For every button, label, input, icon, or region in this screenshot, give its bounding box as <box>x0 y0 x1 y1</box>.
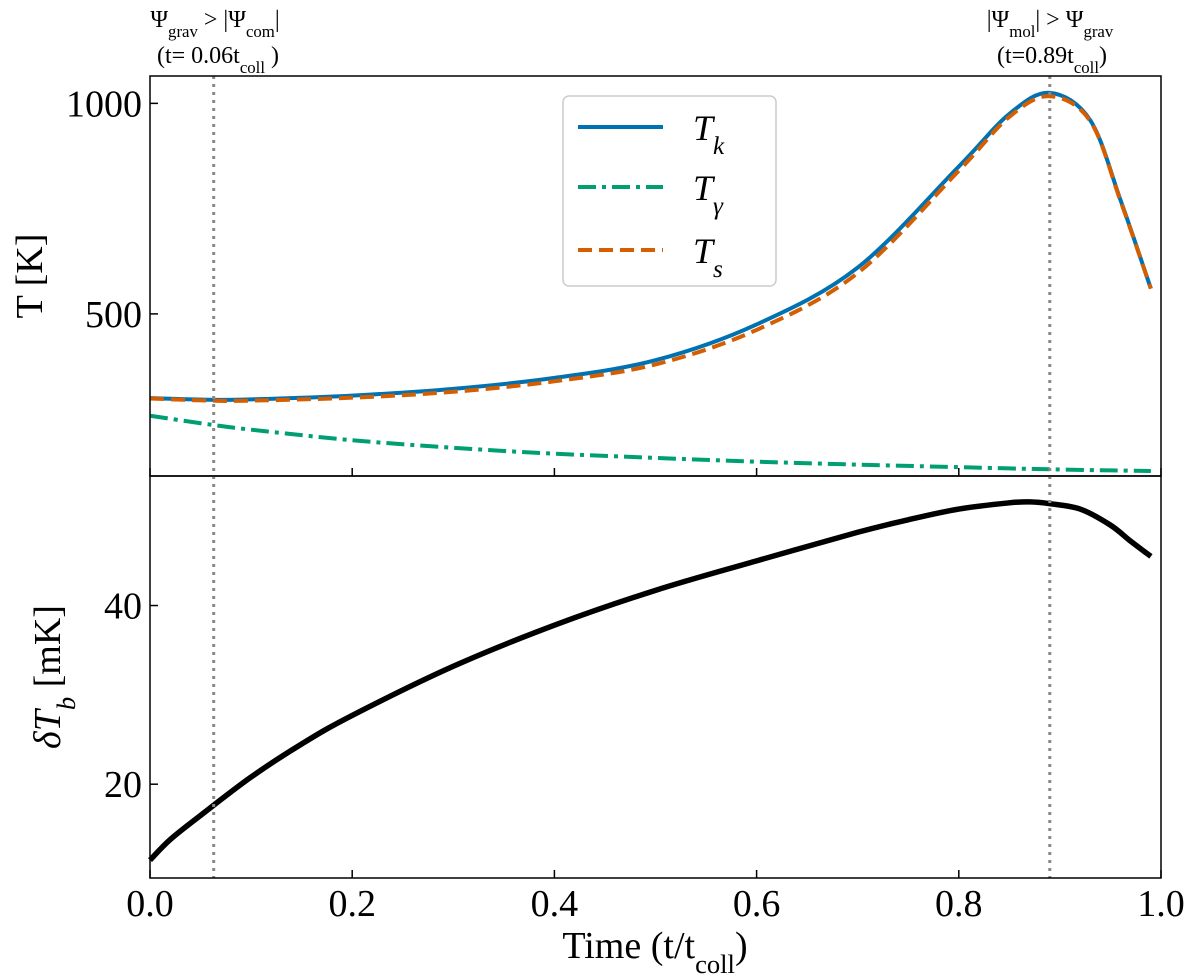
top-series-line-t-k <box>149 90 1153 402</box>
x-tick-label: 0.8 <box>935 883 983 925</box>
vline-2-condition-label: |Ψmol| > Ψgrav <box>987 7 1114 41</box>
vline-annotation-1: Ψgrav > |Ψcom| (t= 0.06tcoll ) <box>150 7 279 77</box>
top-y-tick-label: 1000 <box>66 83 142 125</box>
legend-label-tgamma: Tγ <box>693 168 724 220</box>
top-series-line-t-s <box>149 94 1153 403</box>
vline-annotation-2: |Ψmol| > Ψgrav (t=0.89tcoll) <box>987 7 1114 77</box>
top-y-axis-label: T [K] <box>9 234 51 319</box>
x-tick-label: 0.4 <box>531 883 579 925</box>
vline-1-time-label: (t= 0.06tcoll ) <box>157 43 279 77</box>
x-tick-label: 1.0 <box>1137 883 1185 925</box>
top-series-line-t <box>149 413 1151 473</box>
x-tick-label: 0.0 <box>126 883 174 925</box>
x-axis-label: Time (t/tcoll) <box>562 925 747 979</box>
top-series-group <box>149 90 1153 473</box>
legend-label-tk: Tk <box>693 108 725 160</box>
top-panel: 500 1000 T [K] Tk Tγ Ts <box>9 75 1162 477</box>
top-vlines-group <box>212 76 1052 476</box>
bottom-panel: 20 40 0.0 0.2 0.4 0.6 0.8 1.0 δTb [mK] Time (t/… <box>27 475 1185 979</box>
top-y-tick-label: 500 <box>85 294 142 336</box>
legend-label-ts: Ts <box>693 231 723 283</box>
x-tick-label: 0.2 <box>328 883 376 925</box>
vline-1-condition-label: Ψgrav > |Ψcom| <box>150 7 279 41</box>
vline-2-time-label: (t=0.89tcoll) <box>997 43 1107 77</box>
x-tick-label: 0.6 <box>733 883 781 925</box>
bottom-ticks-group: 20 40 0.0 0.2 0.4 0.6 0.8 1.0 <box>104 586 1185 925</box>
bottom-panel-frame <box>149 475 1162 879</box>
bottom-vlines-group <box>212 476 1052 878</box>
bottom-y-tick-label: 40 <box>104 586 142 628</box>
bottom-series-line-delta-tb <box>148 499 1153 863</box>
bottom-y-axis-label: δTb [mK] <box>27 605 81 749</box>
top-ticks-group: 500 1000 <box>66 83 1162 476</box>
bottom-y-tick-label: 20 <box>104 764 142 806</box>
legend: Tk Tγ Ts <box>562 95 777 287</box>
bottom-series-group <box>148 499 1153 863</box>
legend-box <box>562 95 777 287</box>
